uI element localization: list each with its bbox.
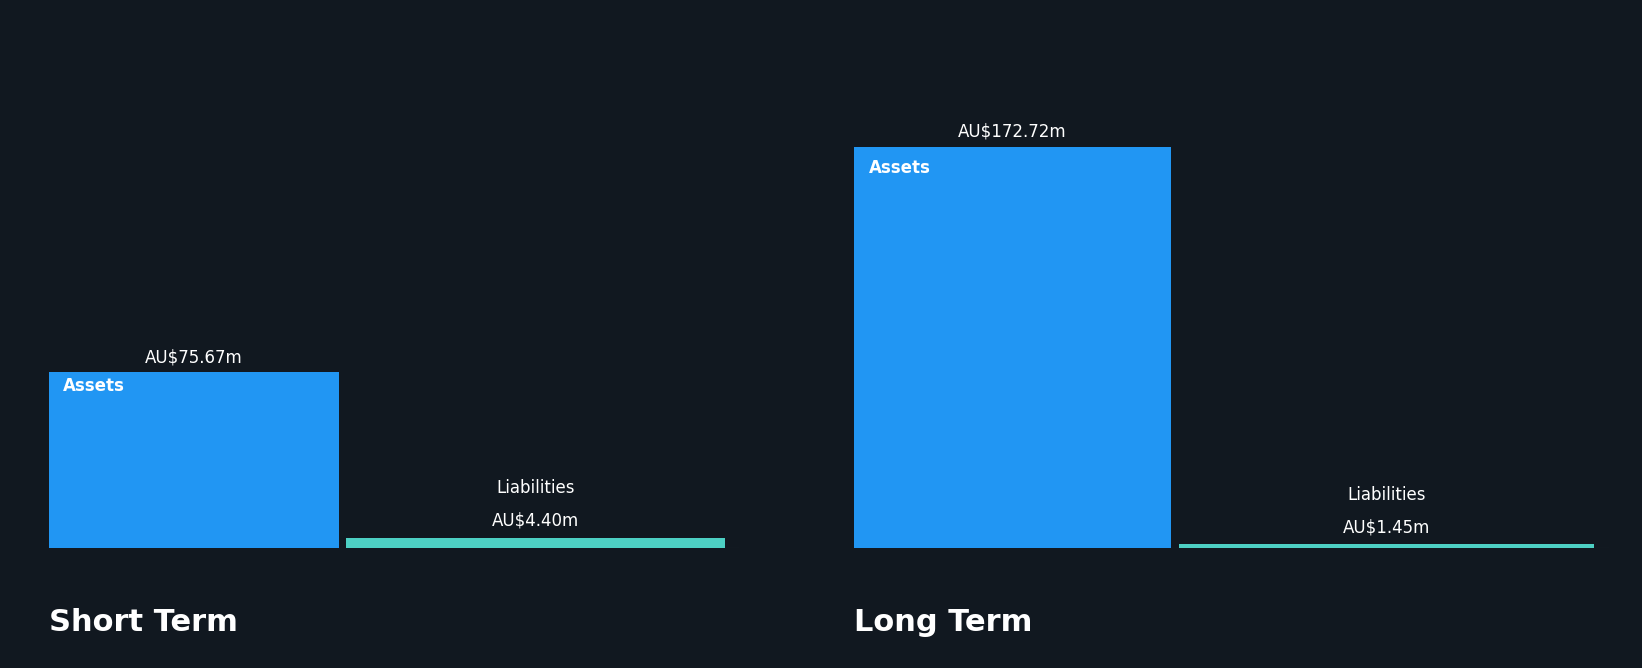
Bar [1179,544,1594,548]
Text: AU$4.40m: AU$4.40m [493,512,580,530]
Text: AU$172.72m: AU$172.72m [959,123,1067,141]
Text: Liabilities: Liabilities [496,480,575,498]
Text: Liabilities: Liabilities [1346,486,1425,504]
Text: Assets: Assets [869,159,931,177]
Text: Long Term: Long Term [854,608,1033,637]
Text: AU$1.45m: AU$1.45m [1343,518,1430,536]
Text: AU$75.67m: AU$75.67m [144,348,243,366]
Bar [346,538,726,548]
Bar [49,372,338,548]
Text: Assets: Assets [62,377,125,395]
Text: Short Term: Short Term [49,608,238,637]
Bar [854,147,1171,548]
